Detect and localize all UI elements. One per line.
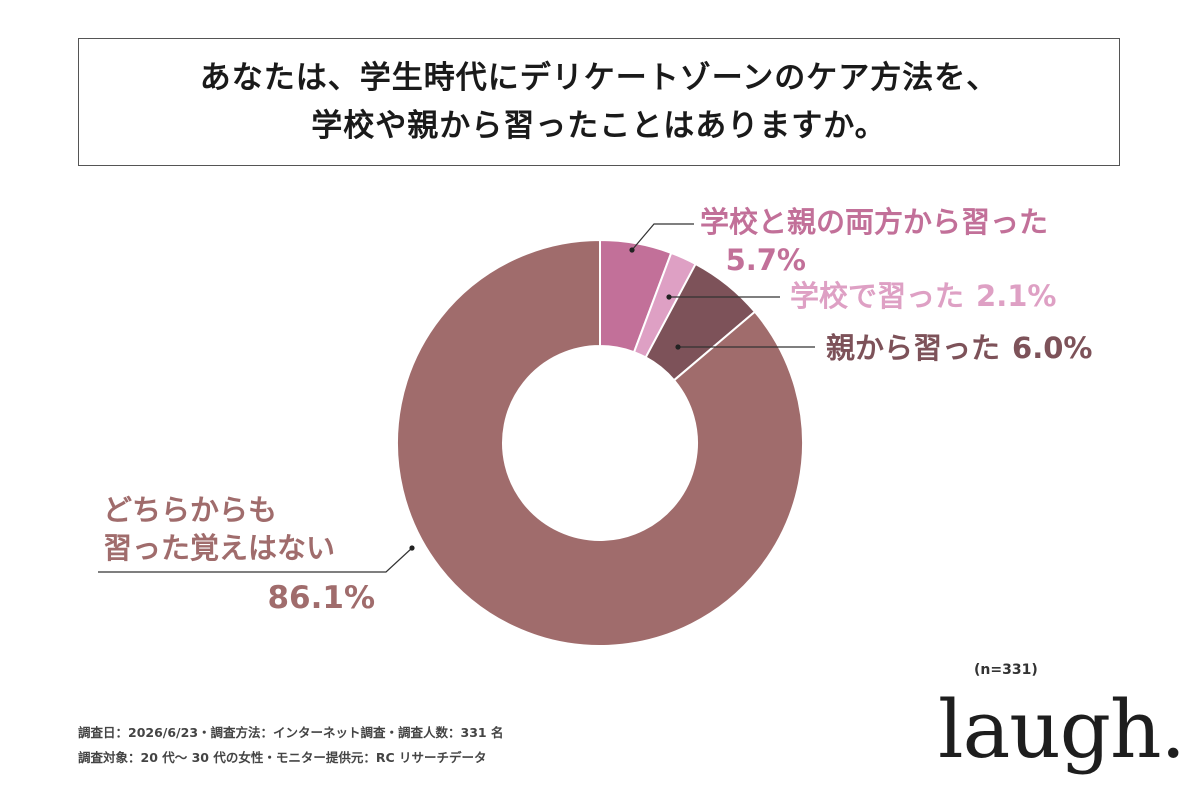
label-none-line2: 習った覚えはない: [103, 531, 335, 565]
leader-line-both: [631, 223, 694, 251]
leader-dot-none: [409, 545, 415, 551]
label-school: 学校で習った 2.1%: [790, 279, 1056, 313]
label-parent-name: 親から習った: [826, 331, 1000, 365]
leader-dot-both: [629, 247, 635, 253]
label-none-line1: どちらからも: [103, 493, 277, 527]
title-line-2: 学校や親から習ったことはありますか。: [311, 108, 887, 144]
leader-dot-parent: [675, 344, 681, 350]
label-school-value: 2.1%: [976, 279, 1056, 313]
brand-logo: laugh.: [938, 683, 1186, 776]
sample-size: (n=331): [974, 662, 1038, 678]
label-both-name: 学校と親の両方から習った: [700, 205, 1048, 239]
label-parent-value: 6.0%: [1012, 331, 1092, 365]
leader-dot-school: [666, 294, 672, 300]
label-school-name: 学校で習った: [790, 279, 964, 313]
survey-note-2: 調査対象：20 代〜 30 代の女性・モニター提供元：RC リサーチデータ: [78, 750, 487, 765]
label-parent: 親から習った 6.0%: [826, 331, 1092, 365]
slice-none: [396, 238, 804, 647]
title-box: あなたは、学生時代にデリケートゾーンのケア方法を、 学校や親から習ったことはあり…: [78, 38, 1120, 166]
label-both-value: 5.7%: [726, 243, 806, 277]
title-line-1: あなたは、学生時代にデリケートゾーンのケア方法を、: [199, 60, 999, 96]
label-none-value: 86.1%: [267, 580, 375, 616]
leader-line-none: [98, 547, 413, 573]
survey-note-1: 調査日：2026/6/23・調査方法：インターネット調査・調査人数：331 名: [78, 725, 504, 740]
